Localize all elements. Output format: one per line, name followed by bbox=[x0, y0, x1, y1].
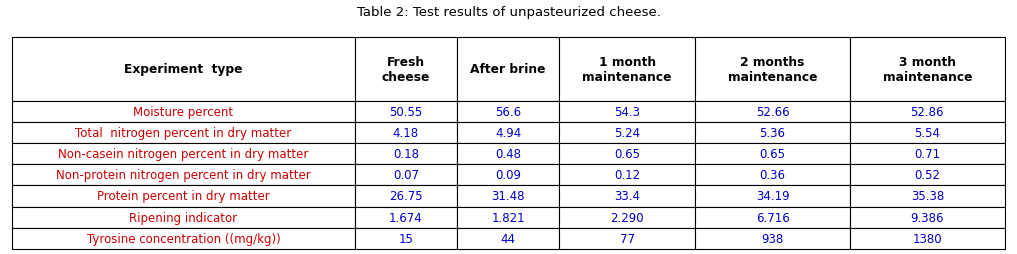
Bar bbox=[457, 165, 559, 186]
Text: 0.09: 0.09 bbox=[495, 169, 521, 182]
Text: Non-casein nitrogen percent in dry matter: Non-casein nitrogen percent in dry matte… bbox=[58, 148, 308, 161]
Text: 33.4: 33.4 bbox=[614, 190, 640, 203]
Bar bbox=[850, 122, 1005, 144]
Text: 1.821: 1.821 bbox=[491, 211, 525, 224]
Text: 35.38: 35.38 bbox=[911, 190, 944, 203]
Bar bbox=[12, 228, 355, 249]
Text: 5.36: 5.36 bbox=[760, 126, 785, 139]
Bar bbox=[355, 207, 457, 228]
Bar bbox=[695, 38, 850, 101]
Bar bbox=[695, 207, 850, 228]
Text: 52.86: 52.86 bbox=[910, 105, 944, 118]
Text: 2.290: 2.290 bbox=[610, 211, 644, 224]
Text: Experiment  type: Experiment type bbox=[124, 63, 243, 76]
Text: 31.48: 31.48 bbox=[491, 190, 525, 203]
Text: 0.07: 0.07 bbox=[393, 169, 419, 182]
Bar bbox=[695, 165, 850, 186]
Bar bbox=[12, 186, 355, 207]
Bar bbox=[457, 38, 559, 101]
Bar bbox=[457, 122, 559, 144]
Text: Total  nitrogen percent in dry matter: Total nitrogen percent in dry matter bbox=[75, 126, 292, 139]
Text: 4.94: 4.94 bbox=[495, 126, 521, 139]
Bar bbox=[559, 38, 695, 101]
Text: 56.6: 56.6 bbox=[495, 105, 521, 118]
Text: 5.24: 5.24 bbox=[614, 126, 640, 139]
Text: 52.66: 52.66 bbox=[756, 105, 789, 118]
Text: 6.716: 6.716 bbox=[756, 211, 789, 224]
Bar bbox=[559, 186, 695, 207]
Bar bbox=[695, 144, 850, 165]
Text: 9.386: 9.386 bbox=[910, 211, 944, 224]
Bar bbox=[850, 101, 1005, 122]
Bar bbox=[457, 186, 559, 207]
Text: 0.65: 0.65 bbox=[760, 148, 785, 161]
Text: Table 2: Test results of unpasteurized cheese.: Table 2: Test results of unpasteurized c… bbox=[357, 6, 660, 19]
Text: 15: 15 bbox=[399, 232, 413, 245]
Bar bbox=[457, 228, 559, 249]
Bar bbox=[850, 144, 1005, 165]
Text: 938: 938 bbox=[762, 232, 784, 245]
Text: 50.55: 50.55 bbox=[390, 105, 422, 118]
Bar bbox=[850, 38, 1005, 101]
Text: 1380: 1380 bbox=[912, 232, 942, 245]
Bar bbox=[559, 207, 695, 228]
Bar bbox=[850, 228, 1005, 249]
Text: 0.36: 0.36 bbox=[760, 169, 785, 182]
Text: 5.54: 5.54 bbox=[914, 126, 941, 139]
Bar bbox=[355, 228, 457, 249]
Bar bbox=[559, 165, 695, 186]
Text: Moisture percent: Moisture percent bbox=[133, 105, 234, 118]
Bar bbox=[12, 38, 355, 101]
Text: Tyrosine concentration ((mg/kg)): Tyrosine concentration ((mg/kg)) bbox=[86, 232, 281, 245]
Bar bbox=[695, 186, 850, 207]
Text: 0.18: 0.18 bbox=[393, 148, 419, 161]
Text: 54.3: 54.3 bbox=[614, 105, 640, 118]
Text: 4.18: 4.18 bbox=[393, 126, 419, 139]
Text: 0.48: 0.48 bbox=[495, 148, 521, 161]
Text: 3 month
maintenance: 3 month maintenance bbox=[883, 56, 972, 84]
Text: 77: 77 bbox=[619, 232, 635, 245]
Text: 0.65: 0.65 bbox=[614, 148, 640, 161]
Bar bbox=[355, 122, 457, 144]
Bar bbox=[850, 165, 1005, 186]
Text: Ripening indicator: Ripening indicator bbox=[129, 211, 238, 224]
Bar bbox=[695, 122, 850, 144]
Bar bbox=[457, 144, 559, 165]
Text: 34.19: 34.19 bbox=[756, 190, 789, 203]
Bar bbox=[355, 101, 457, 122]
Bar bbox=[457, 207, 559, 228]
Bar bbox=[355, 165, 457, 186]
Bar bbox=[457, 101, 559, 122]
Bar bbox=[559, 144, 695, 165]
Bar bbox=[12, 165, 355, 186]
Text: Non-protein nitrogen percent in dry matter: Non-protein nitrogen percent in dry matt… bbox=[56, 169, 311, 182]
Bar bbox=[12, 207, 355, 228]
Text: Protein percent in dry matter: Protein percent in dry matter bbox=[97, 190, 270, 203]
Bar bbox=[559, 122, 695, 144]
Text: 26.75: 26.75 bbox=[388, 190, 423, 203]
Bar bbox=[355, 144, 457, 165]
Text: 44: 44 bbox=[500, 232, 516, 245]
Text: 0.71: 0.71 bbox=[914, 148, 941, 161]
Bar bbox=[12, 101, 355, 122]
Text: 2 months
maintenance: 2 months maintenance bbox=[728, 56, 818, 84]
Text: After brine: After brine bbox=[470, 63, 546, 76]
Text: 0.12: 0.12 bbox=[614, 169, 640, 182]
Text: 1 month
maintenance: 1 month maintenance bbox=[583, 56, 672, 84]
Text: Fresh
cheese: Fresh cheese bbox=[381, 56, 430, 84]
Bar bbox=[559, 101, 695, 122]
Bar bbox=[12, 144, 355, 165]
Text: 1.674: 1.674 bbox=[388, 211, 423, 224]
Bar bbox=[850, 207, 1005, 228]
Text: 0.52: 0.52 bbox=[914, 169, 941, 182]
Bar bbox=[559, 228, 695, 249]
Bar bbox=[355, 38, 457, 101]
Bar bbox=[850, 186, 1005, 207]
Bar bbox=[695, 228, 850, 249]
Bar bbox=[695, 101, 850, 122]
Bar bbox=[355, 186, 457, 207]
Bar bbox=[12, 122, 355, 144]
